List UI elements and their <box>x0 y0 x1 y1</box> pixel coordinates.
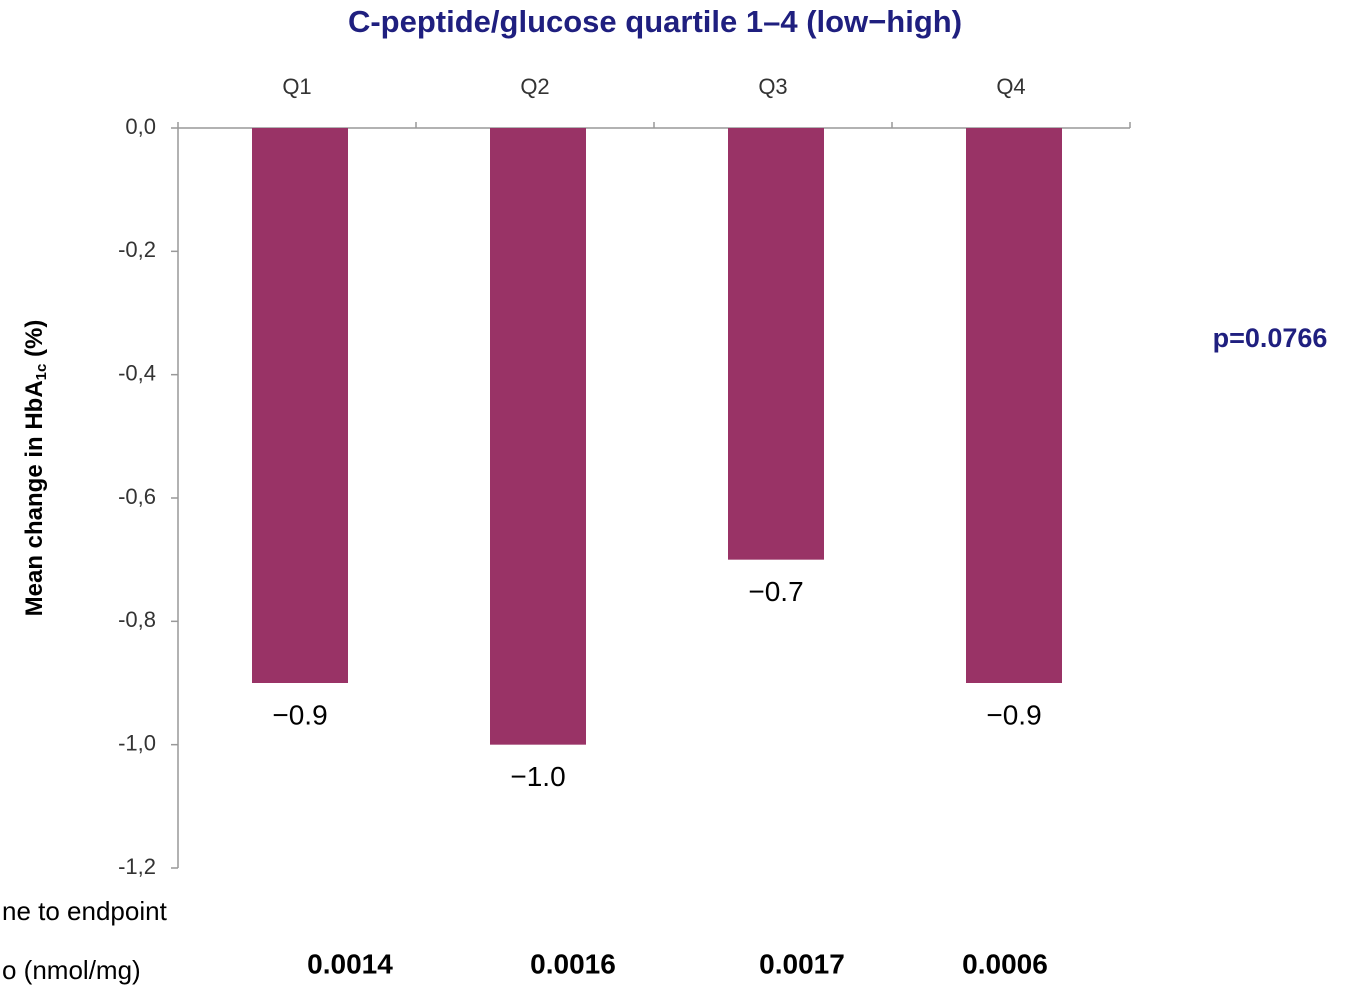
y-tick-label: -0,8 <box>118 607 156 632</box>
y-tick-label: -1,0 <box>118 730 156 755</box>
footer-label: o (nmol/mg) <box>2 955 141 985</box>
footer-value: 0.0016 <box>530 948 616 979</box>
y-tick-label: -0,4 <box>118 360 156 385</box>
x-tick-label: Q3 <box>758 74 787 99</box>
y-tick-label: -1,2 <box>118 854 156 879</box>
x-tick-label: Q1 <box>282 74 311 99</box>
x-tick-label: Q2 <box>520 74 549 99</box>
bar <box>252 128 348 683</box>
data-label: −0.9 <box>272 699 327 730</box>
y-tick-label: 0,0 <box>125 114 156 139</box>
y-tick-label: -0,2 <box>118 237 156 262</box>
bar <box>728 128 824 560</box>
data-label: −0.7 <box>748 576 803 607</box>
footer-value: 0.0017 <box>759 948 845 979</box>
y-label-sub: 1c <box>33 364 50 381</box>
y-label-main: Mean change in HbA <box>21 380 48 616</box>
y-tick-label: -0,6 <box>118 484 156 509</box>
y-axis-label: Mean change in HbA1c (%) <box>21 320 50 617</box>
footer-value: 0.0006 <box>962 948 1048 979</box>
data-label: −1.0 <box>510 761 565 792</box>
bar <box>490 128 586 745</box>
data-label: −0.9 <box>986 699 1041 730</box>
chart-title: C-peptide/glucose quartile 1–4 (low−high… <box>348 4 962 39</box>
y-label-end: (%) <box>21 320 48 364</box>
x-tick-label: Q4 <box>996 74 1025 99</box>
footer-label: ne to endpoint <box>2 896 168 926</box>
footer-value: 0.0014 <box>307 948 393 979</box>
bar <box>966 128 1062 683</box>
p-value: p=0.0766 <box>1213 323 1328 353</box>
